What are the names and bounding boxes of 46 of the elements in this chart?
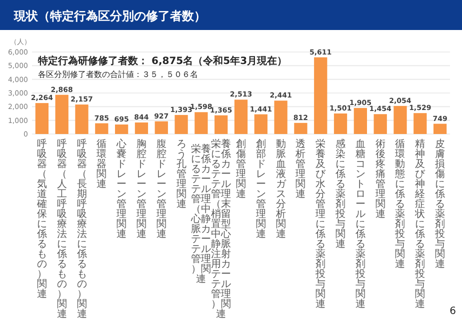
- x-tick-label: 循環器関連: [96, 139, 107, 190]
- category-label: 腹腔ドレーン管理関連: [156, 139, 166, 240]
- category-label: 循環動態に係る薬剤投与関連: [395, 139, 406, 270]
- x-tick-label: ろう孔管理関連: [176, 139, 186, 210]
- x-tick-label: 創傷管理関連: [236, 138, 246, 200]
- category-label: 呼吸器（気道確保に係るもの）関連: [36, 139, 47, 300]
- bar: [194, 112, 208, 134]
- category-label: 皮膚損傷に係る薬剤投与関連: [435, 139, 446, 270]
- category-label: 呼吸器（長期呼吸療法に係るもの）関連: [76, 139, 87, 320]
- bar: [354, 108, 367, 134]
- bar: [174, 114, 188, 134]
- category-label: 胸腔ドレーン管理関連: [136, 139, 146, 240]
- category-label: 動脈血液ガス分析関連: [276, 139, 286, 240]
- bar: [234, 100, 248, 134]
- category-label: 呼吸器（人工呼吸療法に係るもの）関連: [56, 139, 67, 320]
- bar: [374, 114, 387, 134]
- annotation: 特定行為研修修了者数： 6,875名（令和5年3月現在）: [37, 55, 288, 67]
- category-label: 心嚢ドレーン管理関連: [116, 139, 127, 240]
- chart-title: 現状（特定行為区分別の修了者数）: [13, 9, 206, 23]
- bar: [414, 113, 427, 134]
- bar: [134, 122, 148, 134]
- category-label: 精神及び神経症状に係る薬剤投与関連: [415, 139, 426, 310]
- bar: [154, 121, 168, 134]
- bar: [274, 100, 288, 134]
- x-tick-label: 術後疼痛管理関連: [375, 139, 386, 220]
- bar: [55, 94, 68, 134]
- x-tick-label: 透析管理関連: [294, 138, 306, 200]
- bar: [433, 124, 447, 134]
- bar: [75, 104, 88, 134]
- category-label: 創部ドレーン管理関連: [256, 139, 266, 240]
- bar: [35, 103, 49, 134]
- bar: [394, 106, 407, 134]
- category-label: 感染に係る薬剤投与関連: [336, 139, 346, 250]
- bar: [314, 57, 328, 134]
- bar: [334, 113, 348, 134]
- category-label: 血糖コントロールに係る薬剤投与関連: [355, 139, 366, 310]
- text: 6: [450, 306, 456, 317]
- annotation: 各区分別修了者数の合計値：３５，５０６名: [38, 70, 198, 79]
- bar: [294, 122, 308, 134]
- bar: [95, 123, 108, 134]
- bar: [115, 124, 128, 134]
- category-label: 栄養に係るカテーテル管理（中心静脈カテーテル管理）関連: [191, 144, 212, 285]
- bar: [214, 115, 228, 134]
- category-label: 栄養に係るカテーテル管理（末梢留置型中心静脈注射用カテーテル管理）関連: [211, 139, 232, 320]
- category-label: 栄養及び水分管理に係る薬剤投与関連: [316, 139, 326, 310]
- bar: [254, 114, 268, 134]
